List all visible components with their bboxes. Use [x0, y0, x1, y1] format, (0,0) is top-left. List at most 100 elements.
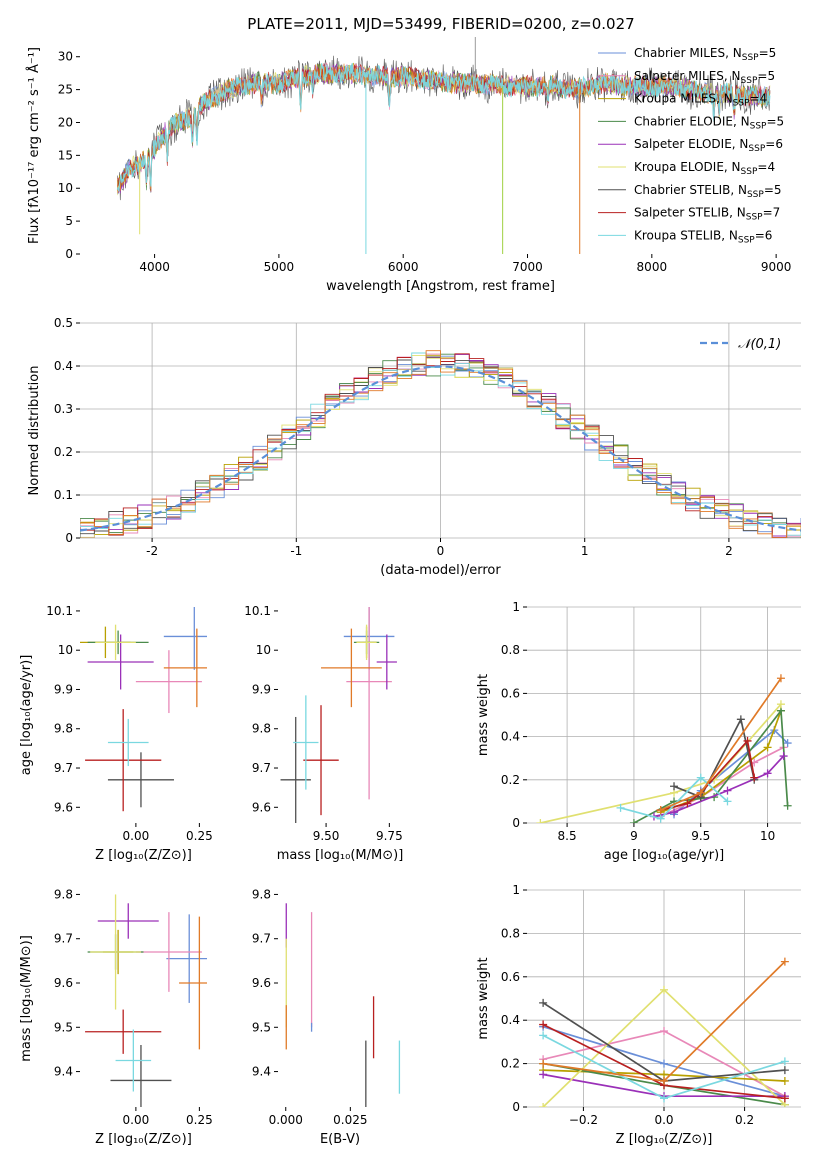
data-point-marker: [539, 1020, 548, 1029]
legend-entry-label: Salpeter STELIB, N: [634, 206, 746, 220]
y-tick-label: 0.3: [54, 402, 73, 416]
x-axis-label: E(B-V): [320, 1132, 360, 1147]
data-point-marker: [660, 1027, 668, 1036]
data-point-marker: [539, 998, 548, 1007]
y-tick-label: 1: [512, 883, 520, 897]
x-axis-label: Z [log₁₀(Z/Z⊙)]: [616, 1132, 713, 1147]
legend-entry: 𝒩(0,1): [738, 337, 781, 352]
data-point-marker: [779, 752, 788, 761]
data-point-marker: [616, 803, 625, 812]
y-tick-label: 0.6: [501, 686, 520, 700]
legend-entry-subscript: SSP: [747, 190, 764, 200]
x-tick-label: 9.75: [376, 829, 403, 843]
legend-entry-count: =5: [766, 114, 784, 128]
y-tick-label: 20: [58, 115, 73, 129]
y-axis-label: Flux [fλ10⁻¹⁷ erg cm⁻² s⁻¹ Å⁻¹]: [26, 47, 42, 244]
y-tick-label: 9.6: [252, 800, 271, 814]
plot-area: [285, 903, 401, 1107]
legend-entry: Chabrier STELIB, NSSP=5: [634, 183, 782, 200]
data-point-marker: [776, 700, 785, 709]
y-tick-label: 0.2: [501, 1057, 520, 1071]
data-point-marker: [763, 743, 772, 752]
legend-entry: Kroupa STELIB, NSSP=6: [634, 228, 772, 245]
y-tick-label: 0: [512, 1100, 520, 1114]
residuals-panel: -2 -1 0 1 2 0 0.1 0.2 0.3 0.4 0.5 (data-model)/erro…: [27, 316, 801, 578]
legend-entry: Salpeter STELIB, NSSP=7: [634, 206, 780, 223]
legend-entry-label: Salpeter ELODIE, N: [634, 137, 748, 151]
x-tick-label: 6000: [388, 260, 419, 274]
data-point-marker: [780, 1057, 789, 1066]
legend-entry: Salpeter ELODIE, NSSP=6: [634, 137, 783, 154]
y-tick-label: 10.1: [244, 604, 271, 618]
plot-area: [80, 607, 207, 812]
y-tick-label: 0.4: [501, 730, 520, 744]
y-tick-label: 9.6: [54, 976, 73, 990]
data-point-marker: [683, 799, 692, 808]
histogram-step: [80, 350, 801, 538]
x-axis-label: Z [log₁₀(Z/Z⊙)]: [95, 848, 192, 863]
y-tick-label: 0: [65, 531, 73, 545]
legend-entry-label: Chabrier MILES, N: [634, 46, 742, 60]
plot-area: [80, 350, 801, 538]
y-tick-label: 9.4: [54, 1065, 73, 1079]
legend-entry-count: =6: [755, 228, 773, 242]
y-tick-label: 10: [58, 643, 73, 657]
y-tick-label: 0.4: [54, 359, 73, 373]
data-point-marker: [539, 1031, 548, 1040]
legend-entry: Salpeter MILES, NSSP=5: [634, 69, 775, 86]
y-tick-label: 9.6: [54, 800, 73, 814]
legend-entry-count: =4: [757, 160, 775, 174]
y-tick-label: 15: [58, 148, 73, 162]
data-point-marker: [670, 808, 679, 817]
x-tick-label: 8.5: [558, 829, 577, 843]
x-tick-label: -2: [146, 544, 158, 558]
y-tick-label: 0: [65, 247, 73, 261]
data-point-marker: [750, 773, 759, 782]
y-tick-label: 10: [256, 643, 271, 657]
legend-entry-subscript: SSP: [733, 99, 750, 109]
y-tick-label: 1: [512, 600, 520, 614]
y-tick-label: 10.1: [46, 604, 73, 618]
legend-entry-count: =5: [759, 46, 777, 60]
x-tick-label: 9.50: [313, 829, 340, 843]
x-tick-label: 0: [437, 544, 445, 558]
y-tick-label: 30: [58, 50, 73, 64]
data-point-marker: [539, 1070, 548, 1079]
legend-entry-subscript: SSP: [746, 213, 763, 223]
x-tick-label: 5000: [264, 260, 295, 274]
data-point-marker: [783, 739, 792, 748]
series-line: [620, 776, 729, 820]
legend-entry-count: =5: [757, 69, 775, 83]
data-point-marker: [696, 773, 705, 782]
legend-entry: Chabrier ELODIE, NSSP=5: [634, 114, 784, 131]
y-tick-label: 0.5: [54, 316, 73, 330]
x-axis-label: (data-model)/error: [380, 563, 501, 578]
data-point-marker: [723, 786, 732, 795]
data-point-marker: [763, 769, 772, 778]
x-tick-label: 9000: [761, 260, 792, 274]
data-point-marker: [696, 788, 705, 797]
legend-entry-subscript: SSP: [741, 167, 758, 177]
data-point-marker: [660, 1059, 668, 1068]
legend-entry-subscript: SSP: [738, 235, 755, 245]
y-axis-label: Normed distribution: [27, 366, 42, 496]
mass-vs-reddening-panel: 0.000 0.025 9.4 9.5 9.6 9.7 9.8 E(B-V): [252, 887, 401, 1147]
data-point-marker: [776, 674, 785, 683]
y-tick-label: 9.8: [54, 887, 73, 901]
legend-entry-subscript: SSP: [750, 121, 767, 131]
x-tick-label: 0.25: [186, 829, 213, 843]
x-tick-label: −0.2: [569, 1113, 598, 1127]
data-point-marker: [723, 797, 732, 806]
x-tick-label: 0.2: [735, 1113, 754, 1127]
x-axis-label: mass [log₁₀(M/M⊙)]: [277, 848, 404, 863]
plot-area: [280, 607, 397, 823]
spectrum-title: PLATE=2011, MJD=53499, FIBERID=0200, z=0…: [247, 15, 634, 33]
mass-vs-metallicity-panel: 0.00 0.25 9.4 9.5 9.6 9.7 9.8 Z [log₁₀(Z/Z⊙)] ma…: [19, 887, 213, 1147]
y-tick-label: 9.9: [252, 682, 271, 696]
plot-area: [116, 37, 771, 254]
data-point-marker: [780, 1094, 789, 1103]
legend-entry-count: =4: [750, 92, 768, 106]
legend-entry-subscript: SSP: [748, 144, 765, 154]
data-point-marker: [670, 782, 679, 791]
